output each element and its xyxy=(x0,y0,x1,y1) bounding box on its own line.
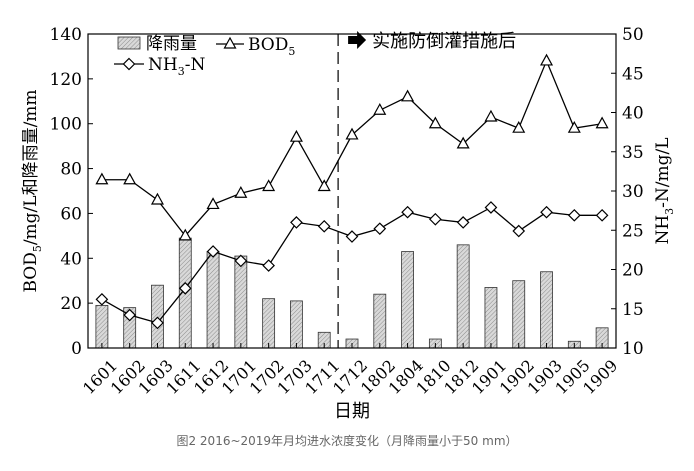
figure-caption: 图2 2016~2019年月均进水浓度变化（月降雨量小于50 mm） xyxy=(176,434,518,448)
rain-bar-1601 xyxy=(95,304,109,349)
bod5-point-1712 xyxy=(345,127,359,140)
nh3n-point-1702 xyxy=(262,259,275,272)
bod5-point-1602 xyxy=(123,172,137,185)
rain-bar-1901 xyxy=(484,287,498,349)
bod5-point-1603 xyxy=(150,192,164,205)
bod5-point-1901 xyxy=(484,109,498,122)
legend-nh3n-label: NH3-N xyxy=(148,55,205,78)
series-lines xyxy=(101,59,603,324)
legend-triangle-icon xyxy=(223,36,237,49)
bod5-point-1601 xyxy=(95,172,109,185)
x-axis-title: 日期 xyxy=(334,401,370,421)
legend: 降雨量 BOD5 NH3-N xyxy=(114,34,295,78)
nh3n-point-1902 xyxy=(512,224,526,238)
annotation-text: 实施防倒灌措施后 xyxy=(372,31,516,51)
rain-bar-1812 xyxy=(456,244,470,349)
ytick-right-label: 20 xyxy=(622,261,644,281)
legend-rain-label: 降雨量 xyxy=(146,34,197,53)
axis-labels: 日期 BOD5/mg/L和降雨量/mm NH3-N/mg/L xyxy=(21,89,676,421)
rainfall-bars xyxy=(95,237,609,349)
bod5-point-1812 xyxy=(456,136,470,149)
ytick-left-label: 0 xyxy=(71,339,82,359)
y-axis-right-title: NH3-N/mg/L xyxy=(653,137,676,244)
nh3n-point-1703 xyxy=(290,216,303,229)
tick-labels: 0204060801001201401015202530354045501601… xyxy=(50,25,644,398)
nh3n-point-1909 xyxy=(595,208,609,222)
legend-bod5-label: BOD5 xyxy=(248,35,295,58)
y-axis-left-title: BOD5/mg/L和降雨量/mm xyxy=(21,89,44,292)
rain-bar-1703 xyxy=(290,300,303,349)
arrow-right-icon xyxy=(348,31,367,49)
series-markers xyxy=(95,53,609,330)
nh3n-point-1611 xyxy=(178,281,192,295)
rain-bar-1804 xyxy=(401,251,414,349)
rain-bar-1701 xyxy=(234,255,248,349)
ytick-left-label: 60 xyxy=(60,204,82,224)
ytick-right-label: 40 xyxy=(622,104,644,124)
nh3n-point-1905 xyxy=(567,208,581,222)
axes xyxy=(87,33,617,349)
nh3n-point-1802 xyxy=(373,222,387,236)
rain-bar-1702 xyxy=(262,298,276,349)
nh3n-point-1810 xyxy=(429,212,442,226)
ytick-left-label: 40 xyxy=(60,249,82,269)
bod5-point-1905 xyxy=(567,120,581,133)
bod5-point-1810 xyxy=(428,116,442,129)
bod5-point-1711 xyxy=(317,179,331,192)
ytick-right-label: 45 xyxy=(622,64,644,84)
bod5-point-1804 xyxy=(401,89,415,102)
nh3n-point-1603 xyxy=(151,316,164,330)
nh3n-point-1602 xyxy=(123,308,137,322)
nh3n-point-1901 xyxy=(484,201,498,214)
nh3n-point-1601 xyxy=(95,292,109,306)
bod5-line xyxy=(101,59,603,237)
nh3n-point-1903 xyxy=(540,205,553,219)
bod5-point-1902 xyxy=(512,120,526,133)
ytick-left-label: 80 xyxy=(60,160,82,180)
nh3n-point-1711 xyxy=(317,219,331,233)
bod5-point-1612 xyxy=(206,197,220,210)
nh3n-point-1612 xyxy=(206,245,220,258)
ytick-left-label: 100 xyxy=(50,115,82,135)
ytick-right-label: 25 xyxy=(622,221,644,241)
plot-frame xyxy=(87,33,617,349)
bod5-point-1703 xyxy=(289,129,303,142)
bod5-point-1701 xyxy=(234,185,248,198)
ytick-right-label: 30 xyxy=(622,182,644,202)
ytick-left-label: 120 xyxy=(50,70,82,90)
bod5-point-1909 xyxy=(595,116,609,129)
rain-bar-1802 xyxy=(373,293,387,349)
bod5-point-1802 xyxy=(373,103,387,115)
ytick-right-label: 10 xyxy=(622,339,644,359)
rain-bar-1902 xyxy=(512,280,526,349)
nh3n-point-1712 xyxy=(345,230,359,243)
ytick-right-label: 35 xyxy=(622,143,644,163)
rain-bar-1903 xyxy=(540,271,553,349)
legend-diamond-icon xyxy=(122,57,136,71)
rain-bar-1612 xyxy=(206,251,220,349)
chart: 0204060801001201401015202530354045501601… xyxy=(21,25,676,421)
ytick-left-label: 140 xyxy=(50,25,82,45)
ytick-right-label: 50 xyxy=(622,25,644,45)
nh3n-point-1701 xyxy=(234,254,248,268)
ytick-right-label: 15 xyxy=(622,300,644,320)
legend-rain-swatch xyxy=(117,36,141,50)
annotation: 实施防倒灌措施后 xyxy=(337,31,516,348)
bod5-point-1702 xyxy=(262,179,276,192)
bod5-point-1611 xyxy=(178,228,192,241)
ytick-left-label: 20 xyxy=(60,294,82,314)
nh3n-point-1812 xyxy=(456,216,470,229)
nh3n-point-1804 xyxy=(401,205,414,219)
bod5-point-1903 xyxy=(540,53,554,66)
